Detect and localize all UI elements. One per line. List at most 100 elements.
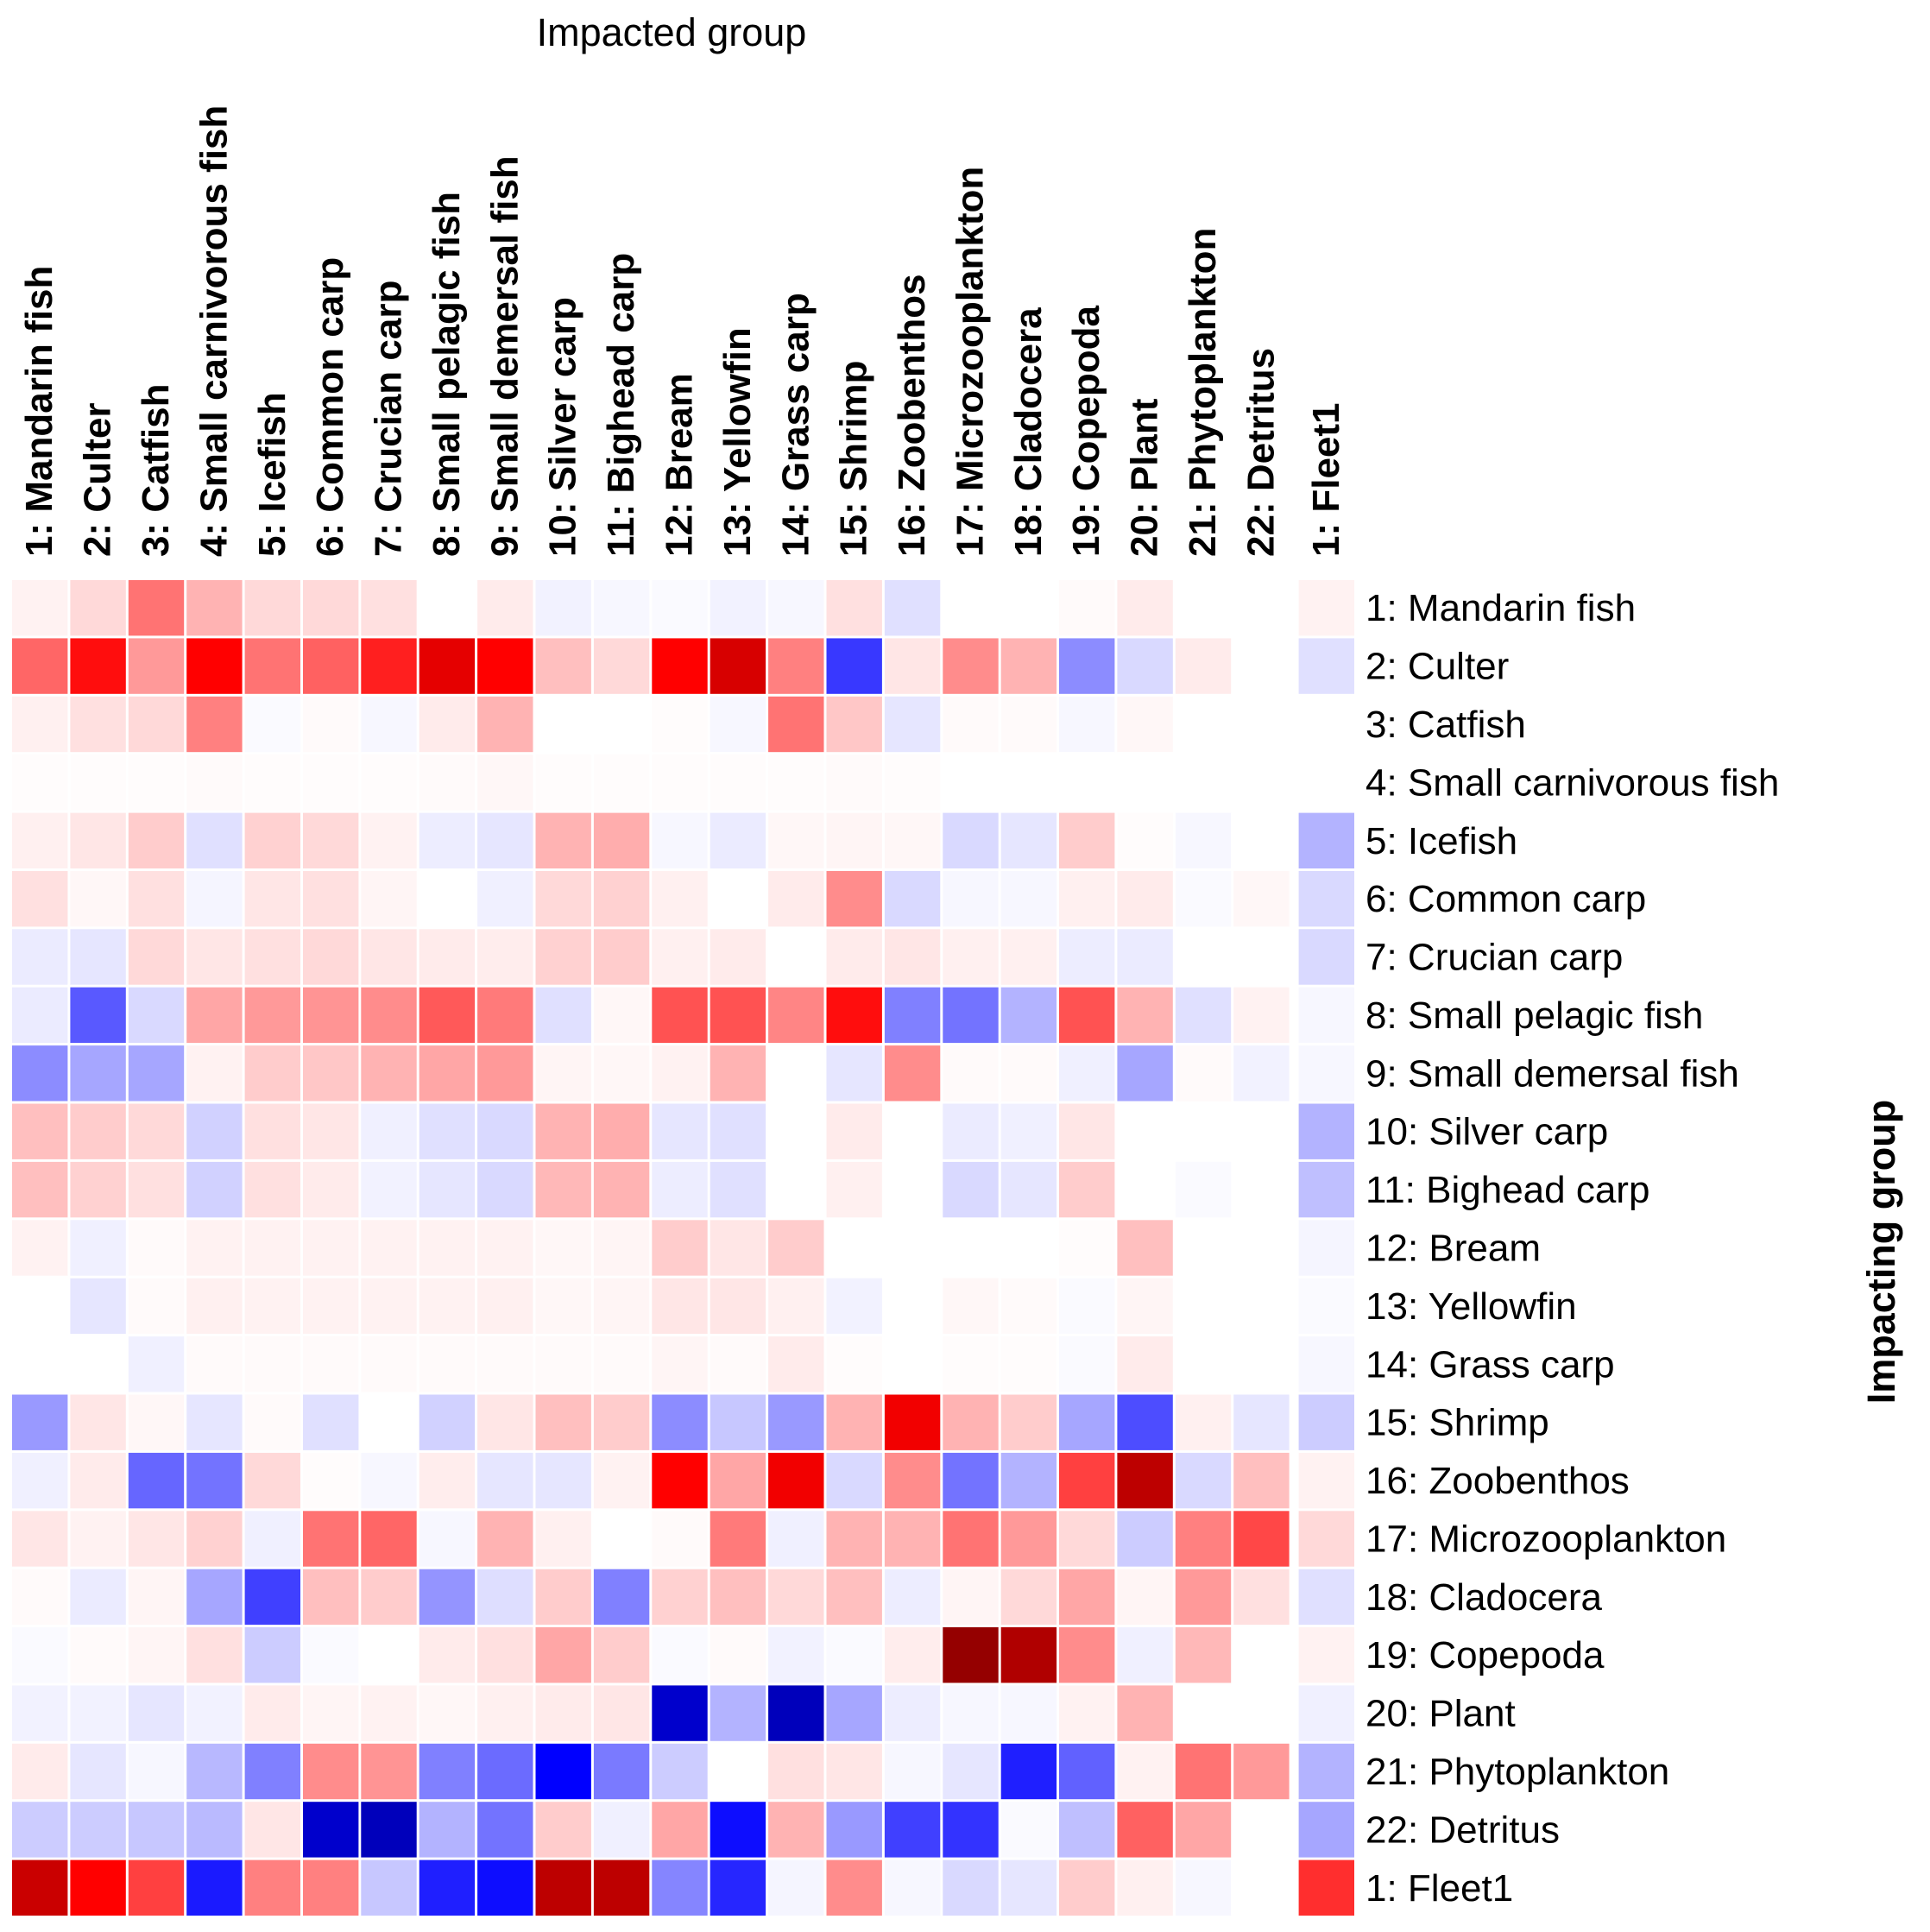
heatmap-cell — [303, 1394, 359, 1450]
heatmap-cell — [70, 696, 126, 753]
heatmap-cell — [12, 1569, 68, 1626]
heatmap-cell — [244, 1045, 300, 1102]
heatmap-cell — [1000, 1569, 1057, 1626]
heatmap-cell — [419, 1220, 476, 1276]
heatmap-cell — [593, 1685, 650, 1741]
heatmap-cell — [1000, 1685, 1057, 1741]
heatmap-cell — [884, 871, 941, 927]
heatmap-cell — [128, 987, 185, 1044]
heatmap-cell — [12, 871, 68, 927]
heatmap-cell — [535, 1394, 591, 1450]
heatmap-cell — [652, 929, 708, 985]
heatmap-cell — [303, 1511, 359, 1567]
heatmap-cell — [419, 1336, 476, 1392]
heatmap-cell — [1298, 987, 1354, 1044]
heatmap-cell — [1298, 929, 1354, 985]
heatmap-cell — [884, 1569, 941, 1626]
column-label: 11: Bighead carp — [600, 253, 642, 557]
heatmap-cell — [593, 1103, 650, 1159]
heatmap-cell — [1059, 638, 1115, 694]
heatmap-cell — [826, 696, 882, 753]
heatmap-cell — [593, 754, 650, 811]
heatmap-cell — [943, 929, 999, 985]
row-label: 8: Small pelagic fish — [1366, 994, 1703, 1037]
row-label: 12: Bream — [1366, 1228, 1541, 1270]
column-label: 1: Mandarin fish — [18, 266, 60, 557]
heatmap-cell — [826, 1103, 882, 1159]
heatmap-cell — [303, 1336, 359, 1392]
heatmap-cell — [1059, 871, 1115, 927]
heatmap-cell — [826, 871, 882, 927]
heatmap-cell — [652, 987, 708, 1044]
heatmap-cell — [1298, 812, 1354, 868]
heatmap-cell — [593, 1161, 650, 1218]
heatmap-cell — [419, 1511, 476, 1567]
heatmap-cell — [70, 1569, 126, 1626]
heatmap-cell — [186, 1802, 243, 1858]
heatmap-cell — [12, 1278, 68, 1335]
heatmap-cell — [186, 638, 243, 694]
heatmap-cell — [244, 1511, 300, 1567]
heatmap-cell — [943, 696, 999, 753]
heatmap-cell — [884, 1103, 941, 1159]
heatmap-cell — [477, 1802, 533, 1858]
heatmap-cell — [652, 638, 708, 694]
heatmap-cell — [419, 580, 476, 636]
heatmap-cell — [710, 1511, 766, 1567]
heatmap-cell — [477, 1103, 533, 1159]
heatmap-cell — [1298, 1627, 1354, 1683]
heatmap-cell — [768, 1802, 824, 1858]
column-label: 7: Crucian carp — [368, 281, 410, 557]
heatmap-cell — [943, 987, 999, 1044]
heatmap-cell — [419, 871, 476, 927]
heatmap-cell — [593, 871, 650, 927]
heatmap-cell — [361, 696, 417, 753]
heatmap-cell — [652, 871, 708, 927]
heatmap-cell — [593, 638, 650, 694]
heatmap-cell — [1117, 812, 1173, 868]
heatmap-cell — [1233, 580, 1290, 636]
heatmap-cell — [710, 1045, 766, 1102]
heatmap-cell — [768, 638, 824, 694]
heatmap-cell — [710, 1452, 766, 1509]
heatmap-cell — [1117, 1743, 1173, 1800]
heatmap-cell — [1000, 1802, 1057, 1858]
heatmap-cell — [593, 1569, 650, 1626]
heatmap-cell — [1059, 1569, 1115, 1626]
heatmap-cell — [1298, 1103, 1354, 1159]
heatmap-cell — [943, 1569, 999, 1626]
heatmap-cell — [70, 1802, 126, 1858]
heatmap-cell — [826, 754, 882, 811]
heatmap-cell — [303, 1627, 359, 1683]
row-label: 3: Catfish — [1366, 704, 1526, 746]
heatmap-cell — [826, 1336, 882, 1392]
heatmap-cell — [361, 1220, 417, 1276]
heatmap-cell — [303, 1859, 359, 1916]
heatmap-cell — [361, 1452, 417, 1509]
heatmap-cell — [943, 1103, 999, 1159]
heatmap-cell — [186, 754, 243, 811]
heatmap-cell — [652, 1394, 708, 1450]
heatmap-cell — [652, 1452, 708, 1509]
heatmap-cell — [768, 1569, 824, 1626]
heatmap-cell — [244, 1394, 300, 1450]
heatmap-cell — [128, 1511, 185, 1567]
column-label: 18: Cladocera — [1007, 307, 1050, 557]
heatmap-cell — [419, 1627, 476, 1683]
heatmap-cell — [710, 1220, 766, 1276]
heatmap-cell — [943, 1511, 999, 1567]
heatmap-cell — [12, 1045, 68, 1102]
row-label: 16: Zoobenthos — [1366, 1460, 1630, 1502]
heatmap-cell — [1059, 1685, 1115, 1741]
column-label: 19: Copepoda — [1065, 306, 1107, 557]
heatmap-cell — [244, 1278, 300, 1335]
heatmap-cell — [244, 638, 300, 694]
row-label: 21: Phytoplankton — [1366, 1751, 1669, 1793]
heatmap-cell — [1233, 1859, 1290, 1916]
heatmap-cell — [1059, 1627, 1115, 1683]
heatmap-cell — [1059, 1859, 1115, 1916]
heatmap-cell — [1175, 929, 1232, 985]
heatmap-cell — [419, 1394, 476, 1450]
heatmap-cell — [1117, 1511, 1173, 1567]
heatmap-cell — [943, 1220, 999, 1276]
